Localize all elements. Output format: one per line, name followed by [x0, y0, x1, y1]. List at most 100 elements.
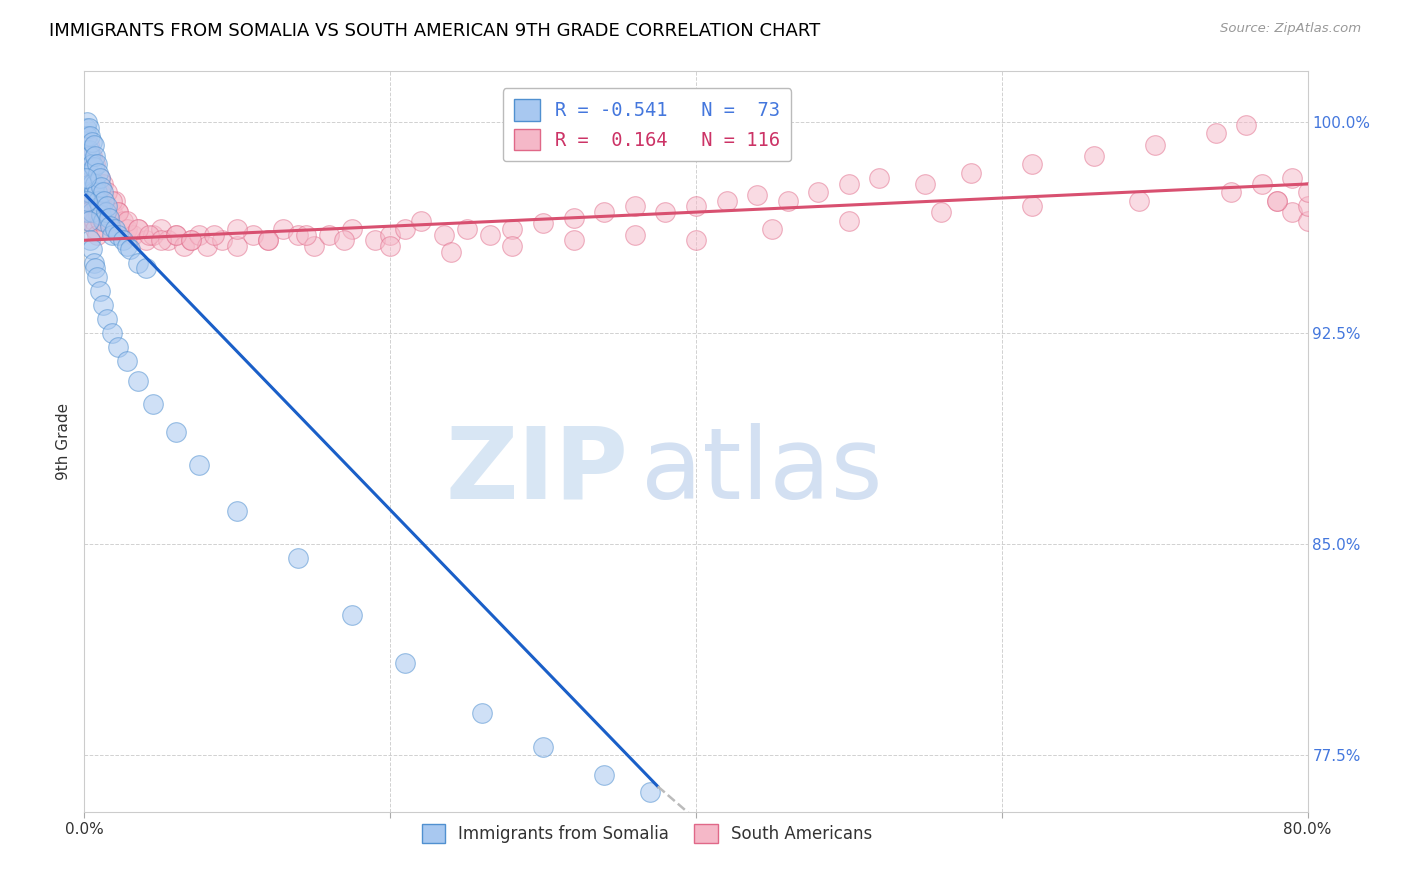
Point: [75, 157, 97, 171]
Point: [84, 149, 107, 163]
Point: [531, 739, 554, 754]
Point: [91, 186, 114, 200]
Point: [593, 768, 616, 782]
Point: [295, 227, 318, 242]
Point: [80, 157, 103, 171]
Point: [84, 261, 107, 276]
Point: [127, 222, 149, 236]
Point: [97, 213, 120, 227]
Point: [89, 284, 111, 298]
Point: [86, 157, 108, 171]
Point: [929, 205, 952, 219]
Point: [394, 656, 416, 670]
Point: [1296, 213, 1319, 227]
Point: [83, 256, 105, 270]
Point: [87, 208, 110, 222]
Point: [83, 160, 105, 174]
Point: [173, 239, 195, 253]
Point: [98, 219, 121, 234]
Point: [685, 233, 707, 247]
Point: [79, 233, 101, 247]
Text: IMMIGRANTS FROM SOMALIA VS SOUTH AMERICAN 9TH GRADE CORRELATION CHART: IMMIGRANTS FROM SOMALIA VS SOUTH AMERICA…: [49, 22, 821, 40]
Point: [135, 233, 157, 247]
Point: [226, 222, 249, 236]
Point: [76, 157, 98, 171]
Point: [287, 227, 309, 242]
Point: [79, 177, 101, 191]
Point: [364, 233, 387, 247]
Point: [180, 233, 202, 247]
Point: [1281, 171, 1303, 186]
Point: [96, 199, 118, 213]
Point: [380, 239, 402, 253]
Point: [624, 227, 647, 242]
Point: [127, 374, 149, 388]
Point: [97, 211, 120, 225]
Point: [1021, 199, 1043, 213]
Point: [101, 194, 124, 208]
Point: [86, 269, 108, 284]
Point: [257, 233, 280, 247]
Point: [89, 199, 111, 213]
Point: [107, 205, 129, 219]
Point: [77, 213, 100, 227]
Point: [318, 227, 340, 242]
Point: [77, 177, 100, 191]
Point: [1128, 194, 1150, 208]
Point: [75, 171, 97, 186]
Point: [1296, 199, 1319, 213]
Point: [440, 244, 463, 259]
Point: [960, 166, 983, 180]
Point: [89, 186, 111, 200]
Point: [93, 194, 115, 208]
Point: [165, 227, 187, 242]
Point: [76, 115, 98, 129]
Point: [1083, 149, 1105, 163]
Point: [77, 137, 100, 152]
Point: [80, 205, 103, 219]
Point: [79, 213, 101, 227]
Point: [271, 222, 294, 236]
Point: [94, 205, 117, 219]
Point: [80, 177, 103, 191]
Point: [77, 186, 100, 200]
Point: [157, 233, 180, 247]
Point: [394, 222, 416, 236]
Point: [90, 208, 112, 222]
Point: [502, 222, 524, 236]
Point: [747, 188, 769, 202]
Point: [433, 227, 456, 242]
Point: [83, 186, 105, 200]
Y-axis label: 9th Grade: 9th Grade: [56, 403, 72, 480]
Point: [188, 227, 211, 242]
Point: [914, 177, 936, 191]
Point: [1205, 126, 1227, 140]
Point: [685, 199, 707, 213]
Text: ZIP: ZIP: [446, 423, 628, 520]
Point: [202, 227, 225, 242]
Point: [142, 227, 165, 242]
Point: [89, 171, 111, 186]
Point: [1236, 118, 1258, 132]
Point: [76, 166, 98, 180]
Point: [226, 503, 249, 517]
Point: [142, 396, 165, 410]
Point: [96, 205, 118, 219]
Point: [1021, 157, 1043, 171]
Text: Source: ZipAtlas.com: Source: ZipAtlas.com: [1220, 22, 1361, 36]
Point: [562, 233, 585, 247]
Point: [86, 199, 108, 213]
Point: [80, 205, 103, 219]
Point: [593, 205, 616, 219]
Point: [807, 186, 830, 200]
Point: [91, 205, 114, 219]
Point: [107, 227, 129, 242]
Point: [87, 194, 110, 208]
Point: [89, 171, 111, 186]
Point: [107, 205, 129, 219]
Point: [86, 186, 108, 200]
Point: [869, 171, 891, 186]
Point: [111, 213, 134, 227]
Point: [409, 213, 432, 227]
Point: [127, 222, 149, 236]
